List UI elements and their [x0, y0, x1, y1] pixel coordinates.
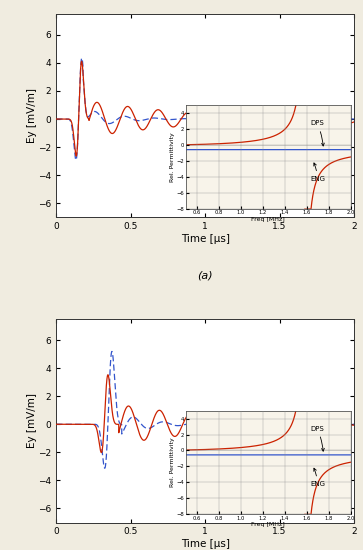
X-axis label: Time [μs]: Time [μs]: [181, 234, 229, 244]
Y-axis label: Ey [mV/m]: Ey [mV/m]: [27, 393, 37, 448]
Text: (a): (a): [197, 270, 213, 280]
X-axis label: Time [μs]: Time [μs]: [181, 539, 229, 549]
Y-axis label: Ey [mV/m]: Ey [mV/m]: [27, 88, 37, 143]
